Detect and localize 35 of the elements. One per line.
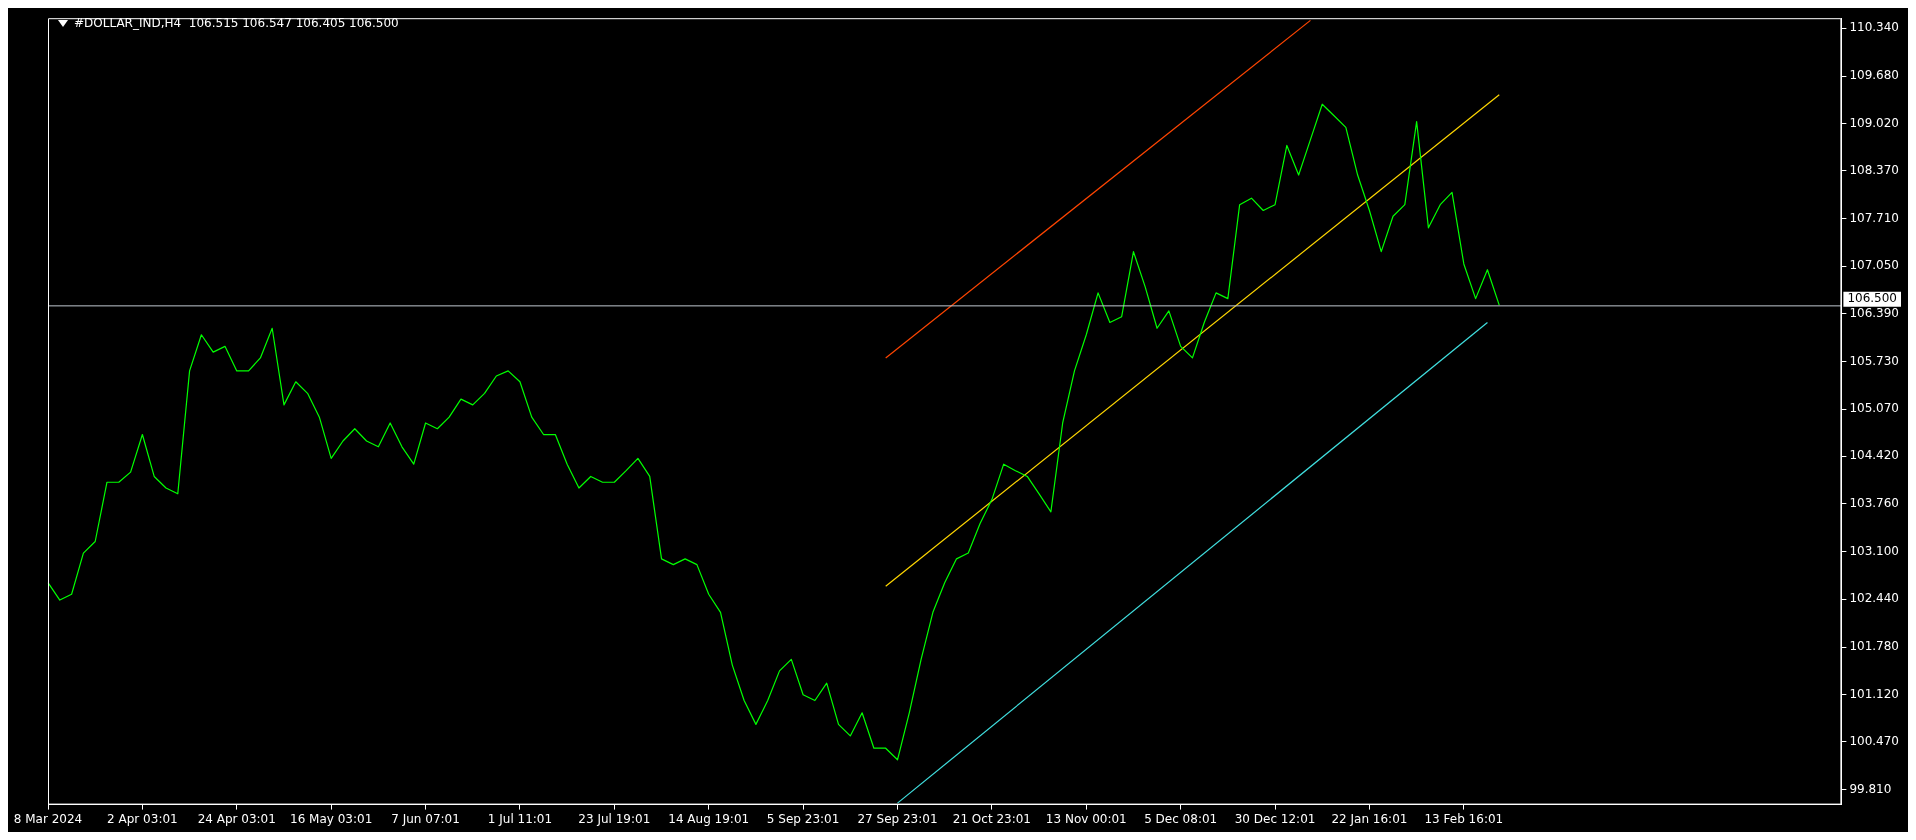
y-tick-label: 105.730 — [1849, 353, 1899, 368]
x-tick-label: 27 Sep 23:01 — [857, 811, 938, 826]
x-tick-label: 21 Oct 23:01 — [952, 811, 1031, 826]
y-tick-label: 105.070 — [1849, 401, 1899, 416]
ref-line-label: 106.500 — [1847, 291, 1897, 306]
y-tick-label: 103.760 — [1849, 496, 1899, 511]
x-tick-label: 16 May 03:01 — [290, 811, 373, 826]
x-tick-label: 14 Aug 19:01 — [668, 811, 750, 826]
x-tick-label: 5 Dec 08:01 — [1144, 811, 1218, 826]
y-tick-label: 102.440 — [1849, 591, 1899, 606]
x-tick-label: 24 Apr 03:01 — [197, 811, 276, 826]
y-tick-label: 100.470 — [1849, 733, 1899, 748]
y-tick-label: 103.100 — [1849, 543, 1899, 558]
y-tick-label: 108.370 — [1849, 162, 1899, 177]
y-tick-label: 101.120 — [1849, 686, 1899, 701]
y-tick-label: 101.780 — [1849, 639, 1899, 654]
x-tick-label: 22 Jan 16:01 — [1331, 811, 1408, 826]
x-tick-label: 7 Jun 07:01 — [391, 811, 460, 826]
y-tick-label: 106.390 — [1849, 305, 1899, 320]
y-tick-label: 104.420 — [1849, 448, 1899, 463]
x-tick-label: 23 Jul 19:01 — [578, 811, 651, 826]
y-tick-label: 107.050 — [1849, 258, 1899, 273]
x-tick-label: 8 Mar 2024 — [13, 811, 83, 826]
x-tick-label: 2 Apr 03:01 — [107, 811, 178, 826]
x-tick-label: 13 Feb 16:01 — [1424, 811, 1504, 826]
y-tick-label: 110.340 — [1849, 20, 1899, 35]
x-tick-label: 30 Dec 12:01 — [1234, 811, 1316, 826]
chart-title: #DOLLAR_IND,H4 106.515 106.547 106.405 106.500 — [74, 16, 399, 30]
y-tick-label: 107.710 — [1849, 210, 1899, 225]
x-tick-label: 1 Jul 11:01 — [487, 811, 553, 826]
y-tick-label: 109.020 — [1849, 115, 1899, 130]
y-tick-label: 109.680 — [1849, 68, 1899, 83]
x-tick-label: 5 Sep 23:01 — [766, 811, 840, 826]
y-tick-label: 99.810 — [1849, 781, 1892, 796]
x-tick-label: 13 Nov 00:01 — [1045, 811, 1127, 826]
